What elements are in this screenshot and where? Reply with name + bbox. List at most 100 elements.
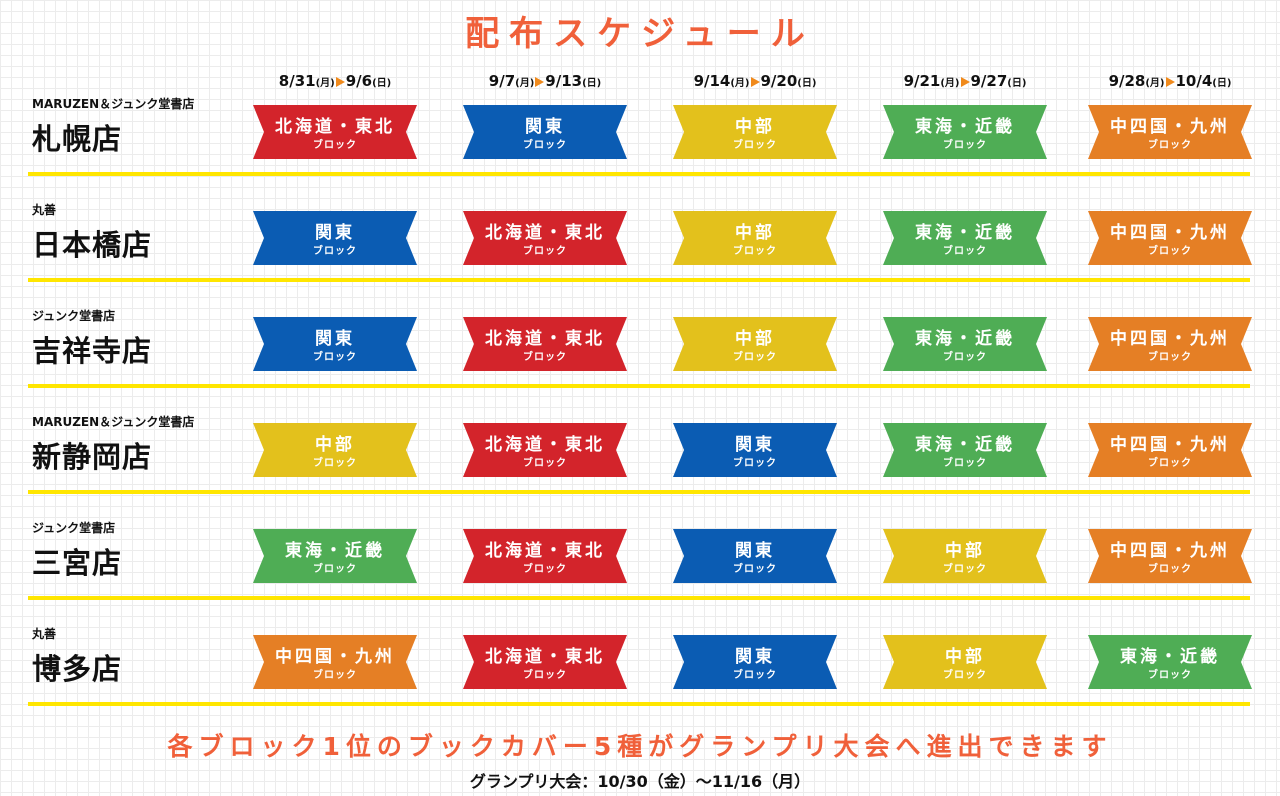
block-name: 北海道・東北 xyxy=(485,223,605,243)
grandprix-dates: グランプリ大会：10/30（金）〜11/16（月） xyxy=(469,772,811,791)
block-suffix: ブロック xyxy=(523,140,567,151)
ribbon-shape xyxy=(673,317,837,371)
ribbon-shape xyxy=(883,423,1047,477)
block-ribbon: 中部 ブロック xyxy=(673,105,837,159)
column-header: 9/21(月) 9/27(日) xyxy=(860,72,1070,90)
separator xyxy=(28,384,1250,388)
date-from: 8/31 xyxy=(278,72,316,90)
block-name: 中四国・九州 xyxy=(1110,435,1230,455)
date-to: 9/27 xyxy=(970,72,1008,90)
store-name: 博多店 xyxy=(32,652,123,686)
day-from: (月) xyxy=(515,78,535,89)
block-ribbon: 東海・近畿 ブロック xyxy=(253,529,417,583)
block-name: 東海・近畿 xyxy=(915,117,1015,137)
day-from: (月) xyxy=(730,78,750,89)
block-ribbon: 中部 ブロック xyxy=(883,529,1047,583)
block-name: 関東 xyxy=(735,541,775,561)
ribbon-shape xyxy=(673,635,837,689)
block-suffix: ブロック xyxy=(943,352,987,363)
day-to: (日) xyxy=(582,78,602,89)
date-from: 9/7 xyxy=(488,72,516,90)
block-ribbon: 中部 ブロック xyxy=(673,211,837,265)
block-ribbon: 関東 ブロック xyxy=(673,529,837,583)
block-name: 関東 xyxy=(525,117,565,137)
block-name: 北海道・東北 xyxy=(485,647,605,667)
block-name: 中部 xyxy=(945,541,985,561)
block-ribbon: 関東 ブロック xyxy=(253,317,417,371)
block-ribbon: 中四国・九州 ブロック xyxy=(253,635,417,689)
ribbon-shape xyxy=(253,105,417,159)
block-ribbon: 北海道・東北 ブロック xyxy=(463,423,627,477)
ribbon-shape xyxy=(463,423,627,477)
block-name: 東海・近畿 xyxy=(285,541,385,561)
block-ribbon: 中部 ブロック xyxy=(883,635,1047,689)
day-to: (日) xyxy=(1212,78,1232,89)
ribbon-shape xyxy=(1088,211,1252,265)
block-ribbon: 中四国・九州ブロック xyxy=(1088,105,1252,159)
separator xyxy=(28,490,1250,494)
ribbon-shape xyxy=(883,105,1047,159)
block-suffix: ブロック xyxy=(943,140,987,151)
ribbon-shape xyxy=(673,105,837,159)
company: MARUZEN＆ジュンク堂書店 xyxy=(32,97,195,111)
block-suffix: ブロック xyxy=(523,564,567,575)
block-suffix: ブロック xyxy=(313,564,357,575)
separator xyxy=(28,596,1250,600)
ribbon-shape xyxy=(463,211,627,265)
ribbon-shape xyxy=(253,317,417,371)
block-name: 中部 xyxy=(315,435,355,455)
ribbon-shape xyxy=(883,529,1047,583)
date-to: 10/4 xyxy=(1175,72,1213,90)
block-name: 関東 xyxy=(735,647,775,667)
separator xyxy=(28,278,1250,282)
day-to: (日) xyxy=(1007,78,1027,89)
block-suffix: ブロック xyxy=(733,140,777,151)
block-name: 中部 xyxy=(735,117,775,137)
block-suffix: ブロック xyxy=(313,140,357,151)
block-suffix: ブロック xyxy=(1148,246,1192,257)
column-header: 9/7(月) 9/13(日) xyxy=(440,72,650,90)
ribbon-shape xyxy=(1088,317,1252,371)
date-to: 9/6 xyxy=(345,72,373,90)
store-name: 吉祥寺店 xyxy=(32,334,153,368)
block-name: 中四国・九州 xyxy=(1110,117,1230,137)
block-suffix: ブロック xyxy=(313,352,357,363)
block-name: 関東 xyxy=(315,329,355,349)
block-name: 中部 xyxy=(945,647,985,667)
block-name: 北海道・東北 xyxy=(485,435,605,455)
block-suffix: ブロック xyxy=(1148,140,1192,151)
block-ribbon: 北海道・東北 ブロック xyxy=(463,317,627,371)
block-suffix: ブロック xyxy=(943,564,987,575)
block-name: 中四国・九州 xyxy=(1110,541,1230,561)
store-name: 日本橋店 xyxy=(32,228,153,262)
column-header: 9/28(月) 10/4(日) xyxy=(1065,72,1275,90)
date-to: 9/13 xyxy=(545,72,583,90)
ribbon-shape xyxy=(1088,635,1252,689)
company: MARUZEN＆ジュンク堂書店 xyxy=(32,415,195,429)
block-name: 関東 xyxy=(315,223,355,243)
footer-note: 各ブロック1位のブックカバー5種がグランプリ大会へ進出できます xyxy=(167,732,1113,761)
company: 丸善 xyxy=(32,203,57,217)
date-to: 9/20 xyxy=(760,72,798,90)
ribbon-shape xyxy=(673,529,837,583)
block-suffix: ブロック xyxy=(733,352,777,363)
block-suffix: ブロック xyxy=(313,458,357,469)
store-name: 札幌店 xyxy=(32,122,123,156)
column-header: 8/31(月) 9/6(日) xyxy=(230,72,440,90)
column-header: 9/14(月) 9/20(日) xyxy=(650,72,860,90)
date-from: 9/14 xyxy=(693,72,731,90)
block-name: 東海・近畿 xyxy=(915,223,1015,243)
ribbon-shape xyxy=(673,423,837,477)
ribbon-shape xyxy=(463,529,627,583)
block-suffix: ブロック xyxy=(1148,458,1192,469)
arrow xyxy=(1165,76,1175,87)
store-name: 三宮店 xyxy=(32,546,123,580)
day-to: (日) xyxy=(372,78,392,89)
block-ribbon: 東海・近畿 ブロック xyxy=(883,211,1047,265)
block-ribbon: 北海道・東北 ブロック xyxy=(463,529,627,583)
arrow xyxy=(535,76,545,87)
store-name: 新静岡店 xyxy=(32,440,153,474)
block-name: 東海・近畿 xyxy=(915,329,1015,349)
block-suffix: ブロック xyxy=(733,564,777,575)
block-ribbon: 中四国・九州 ブロック xyxy=(1088,211,1252,265)
